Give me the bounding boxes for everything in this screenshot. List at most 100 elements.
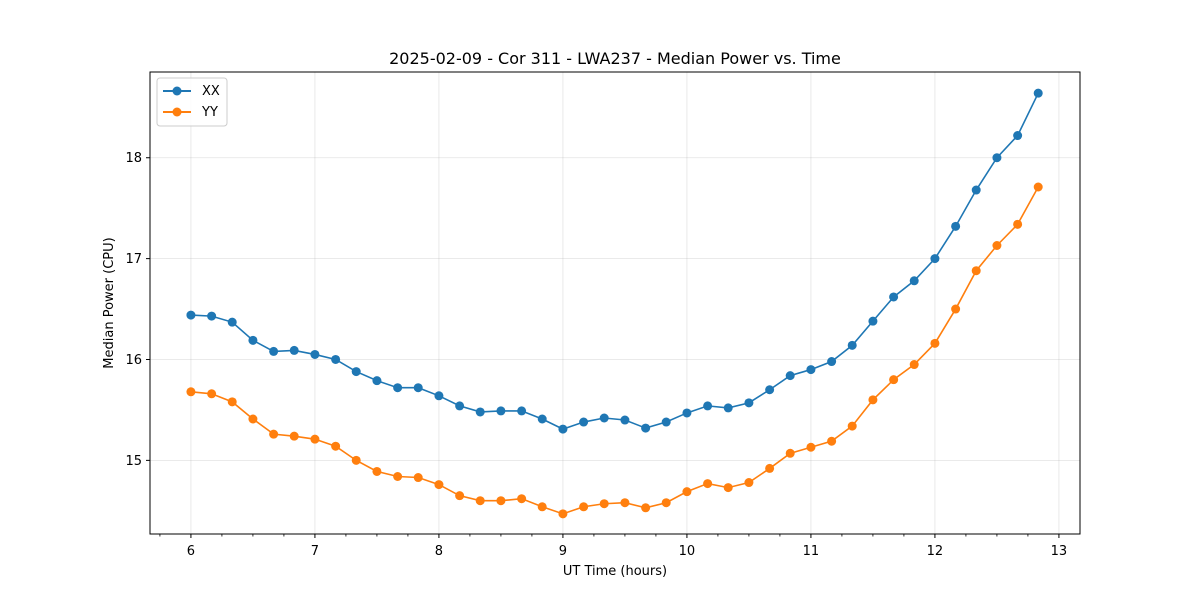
data-point-yy bbox=[207, 389, 217, 399]
data-point-xx bbox=[537, 414, 547, 424]
data-point-yy bbox=[351, 455, 361, 465]
legend: XX YY bbox=[156, 77, 228, 127]
data-point-yy bbox=[868, 395, 878, 405]
data-point-xx bbox=[331, 354, 341, 364]
data-point-yy bbox=[310, 434, 320, 444]
data-point-yy bbox=[827, 436, 837, 446]
data-point-yy bbox=[641, 503, 651, 513]
data-point-xx bbox=[475, 407, 485, 417]
data-point-yy bbox=[599, 499, 609, 509]
data-point-yy bbox=[579, 502, 589, 512]
data-point-yy bbox=[331, 441, 341, 451]
data-point-yy bbox=[475, 496, 485, 506]
data-point-xx bbox=[951, 221, 961, 231]
data-point-yy bbox=[517, 494, 527, 504]
data-point-xx bbox=[248, 335, 258, 345]
data-point-xx bbox=[971, 185, 981, 195]
data-point-yy bbox=[806, 442, 816, 452]
data-point-xx bbox=[372, 376, 382, 386]
x-tick-label: 9 bbox=[559, 544, 567, 559]
data-point-xx bbox=[723, 403, 733, 413]
data-point-yy bbox=[558, 509, 568, 519]
data-point-yy bbox=[744, 478, 754, 488]
data-point-yy bbox=[248, 414, 258, 424]
data-point-xx bbox=[641, 423, 651, 433]
data-point-xx bbox=[434, 391, 444, 401]
data-point-xx bbox=[1033, 88, 1043, 98]
data-point-xx bbox=[207, 311, 217, 321]
data-point-xx bbox=[455, 401, 465, 411]
data-point-yy bbox=[496, 496, 506, 506]
y-tick-label: 18 bbox=[125, 151, 142, 166]
data-point-yy bbox=[992, 241, 1002, 251]
data-point-yy bbox=[909, 360, 919, 370]
data-point-yy bbox=[289, 431, 299, 441]
data-point-xx bbox=[909, 276, 919, 286]
x-tick-label: 8 bbox=[435, 544, 443, 559]
data-point-xx bbox=[889, 292, 899, 302]
data-point-yy bbox=[847, 421, 857, 431]
data-point-yy bbox=[372, 466, 382, 476]
data-point-xx bbox=[558, 424, 568, 434]
plot-frame bbox=[149, 71, 1081, 535]
data-point-xx bbox=[413, 383, 423, 393]
y-tick-label: 15 bbox=[125, 454, 142, 469]
data-point-xx bbox=[1013, 131, 1023, 141]
data-point-xx bbox=[847, 340, 857, 350]
legend-marker-xx bbox=[172, 86, 182, 96]
data-point-xx bbox=[620, 415, 630, 425]
data-point-xx bbox=[930, 254, 940, 264]
grid-layer bbox=[150, 72, 1080, 534]
data-point-xx bbox=[289, 345, 299, 355]
data-point-yy bbox=[269, 429, 279, 439]
data-point-xx bbox=[827, 357, 837, 367]
legend-label-xx: XX bbox=[202, 84, 220, 99]
x-tick-label: 10 bbox=[679, 544, 696, 559]
data-point-yy bbox=[661, 498, 671, 508]
data-point-xx bbox=[785, 371, 795, 381]
data-point-yy bbox=[537, 502, 547, 512]
data-point-xx bbox=[703, 401, 713, 411]
y-tick-label: 16 bbox=[125, 353, 142, 368]
data-point-xx bbox=[868, 316, 878, 326]
data-point-xx bbox=[806, 365, 816, 375]
data-point-xx bbox=[269, 346, 279, 356]
data-point-xx bbox=[579, 417, 589, 427]
data-point-xx bbox=[310, 349, 320, 359]
data-point-xx bbox=[682, 408, 692, 418]
data-point-yy bbox=[889, 375, 899, 385]
data-point-yy bbox=[682, 487, 692, 497]
legend-marker-yy bbox=[172, 107, 182, 117]
data-point-xx bbox=[661, 417, 671, 427]
x-axis-label: UT Time (hours) bbox=[563, 564, 667, 579]
data-point-yy bbox=[1033, 182, 1043, 192]
tick-layer: 6 7 8 9 10 11 12 13 15 16 17 18 bbox=[125, 151, 1067, 559]
data-point-yy bbox=[930, 338, 940, 348]
data-point-yy bbox=[951, 304, 961, 314]
x-tick-label: 13 bbox=[1051, 544, 1068, 559]
data-point-yy bbox=[186, 387, 196, 397]
data-point-xx bbox=[186, 310, 196, 320]
data-point-yy bbox=[971, 266, 981, 276]
chart-title: 2025-02-09 - Cor 311 - LWA237 - Median P… bbox=[389, 49, 841, 68]
data-point-yy bbox=[703, 479, 713, 489]
data-point-xx bbox=[351, 367, 361, 377]
data-point-xx bbox=[496, 406, 506, 416]
data-point-xx bbox=[744, 398, 754, 408]
data-point-yy bbox=[413, 473, 423, 483]
data-point-yy bbox=[455, 491, 465, 501]
data-point-yy bbox=[434, 480, 444, 490]
data-point-xx bbox=[393, 383, 403, 393]
data-point-xx bbox=[765, 385, 775, 395]
y-tick-label: 17 bbox=[125, 252, 142, 267]
data-point-yy bbox=[393, 472, 403, 482]
data-point-yy bbox=[765, 463, 775, 473]
data-point-xx bbox=[517, 406, 527, 416]
y-axis-label: Median Power (CPU) bbox=[102, 237, 117, 368]
x-tick-label: 11 bbox=[803, 544, 820, 559]
legend-label-yy: YY bbox=[201, 105, 218, 120]
data-point-yy bbox=[620, 498, 630, 508]
data-point-xx bbox=[599, 413, 609, 423]
data-point-yy bbox=[227, 397, 237, 407]
